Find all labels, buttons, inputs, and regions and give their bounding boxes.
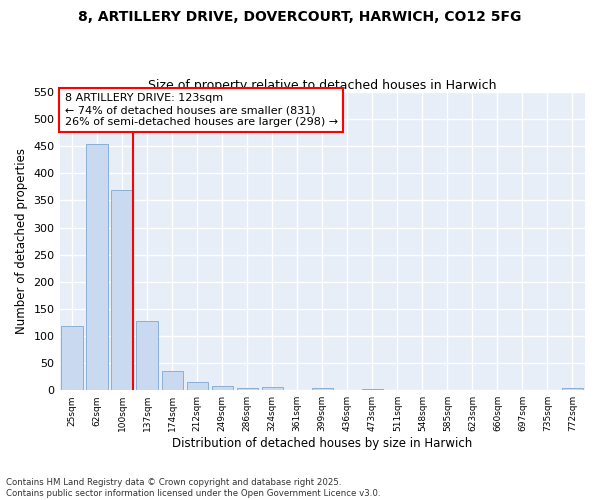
- Bar: [212, 386, 233, 390]
- Bar: [311, 388, 333, 390]
- Bar: [236, 388, 258, 390]
- Title: Size of property relative to detached houses in Harwich: Size of property relative to detached ho…: [148, 79, 497, 92]
- Y-axis label: Number of detached properties: Number of detached properties: [15, 148, 28, 334]
- Text: 8 ARTILLERY DRIVE: 123sqm
← 74% of detached houses are smaller (831)
26% of semi: 8 ARTILLERY DRIVE: 123sqm ← 74% of detac…: [65, 94, 338, 126]
- Bar: [161, 371, 183, 390]
- Bar: [112, 190, 133, 390]
- Bar: [562, 388, 583, 390]
- Bar: [86, 144, 108, 390]
- Text: Contains HM Land Registry data © Crown copyright and database right 2025.
Contai: Contains HM Land Registry data © Crown c…: [6, 478, 380, 498]
- Bar: [61, 326, 83, 390]
- X-axis label: Distribution of detached houses by size in Harwich: Distribution of detached houses by size …: [172, 437, 472, 450]
- Bar: [136, 321, 158, 390]
- Text: 8, ARTILLERY DRIVE, DOVERCOURT, HARWICH, CO12 5FG: 8, ARTILLERY DRIVE, DOVERCOURT, HARWICH,…: [79, 10, 521, 24]
- Bar: [187, 382, 208, 390]
- Bar: [362, 388, 383, 390]
- Bar: [262, 388, 283, 390]
